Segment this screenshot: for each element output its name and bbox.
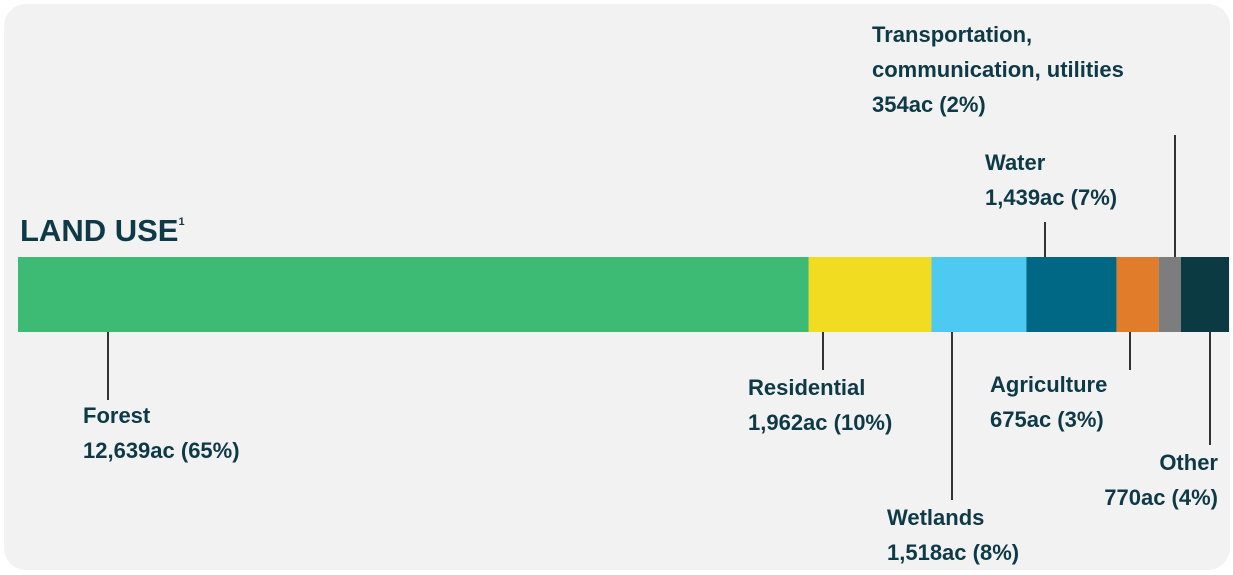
bar-segment [1026,257,1117,332]
category-name: Residential [748,375,866,400]
value-label: 12,639ac (65%) [83,438,240,463]
segment-label: Residential 1,962ac (10%) [748,370,892,440]
segment-label: Transportation, communication, utilities… [872,17,1192,122]
bar-segment [1180,257,1229,332]
value-label: 1,962ac (10%) [748,410,893,435]
value-label: 770ac (4%) [1104,485,1218,510]
value-label: 1,439ac (7%) [985,185,1118,210]
category-name: Transportation, communication, utilities [872,22,1124,82]
category-name: Agriculture [990,372,1108,397]
category-name: Forest [83,403,151,428]
title-text: LAND USE [20,213,179,248]
value-label: 675ac (3%) [990,407,1104,432]
segment-label: Forest 12,639ac (65%) [83,398,240,468]
segment-label: Agriculture 675ac (3%) [990,367,1107,437]
title-note: 1 [178,216,185,228]
bar-segment [808,257,932,332]
chart-title: LAND USE1 [20,213,185,249]
category-name: Wetlands [887,505,985,530]
category-name: Water [985,150,1046,175]
segment-label: Wetlands 1,518ac (8%) [887,500,1019,570]
value-label: 354ac (2%) [872,92,986,117]
value-label: 1,518ac (8%) [887,540,1020,565]
bar-segment [1116,257,1159,332]
bar-segment [1158,257,1181,332]
bar-segment [931,257,1027,332]
category-name: Other [1159,450,1218,475]
segment-label: Other 770ac (4%) [1104,445,1218,515]
segment-label: Water 1,439ac (7%) [985,145,1117,215]
bar-segment [18,257,809,332]
